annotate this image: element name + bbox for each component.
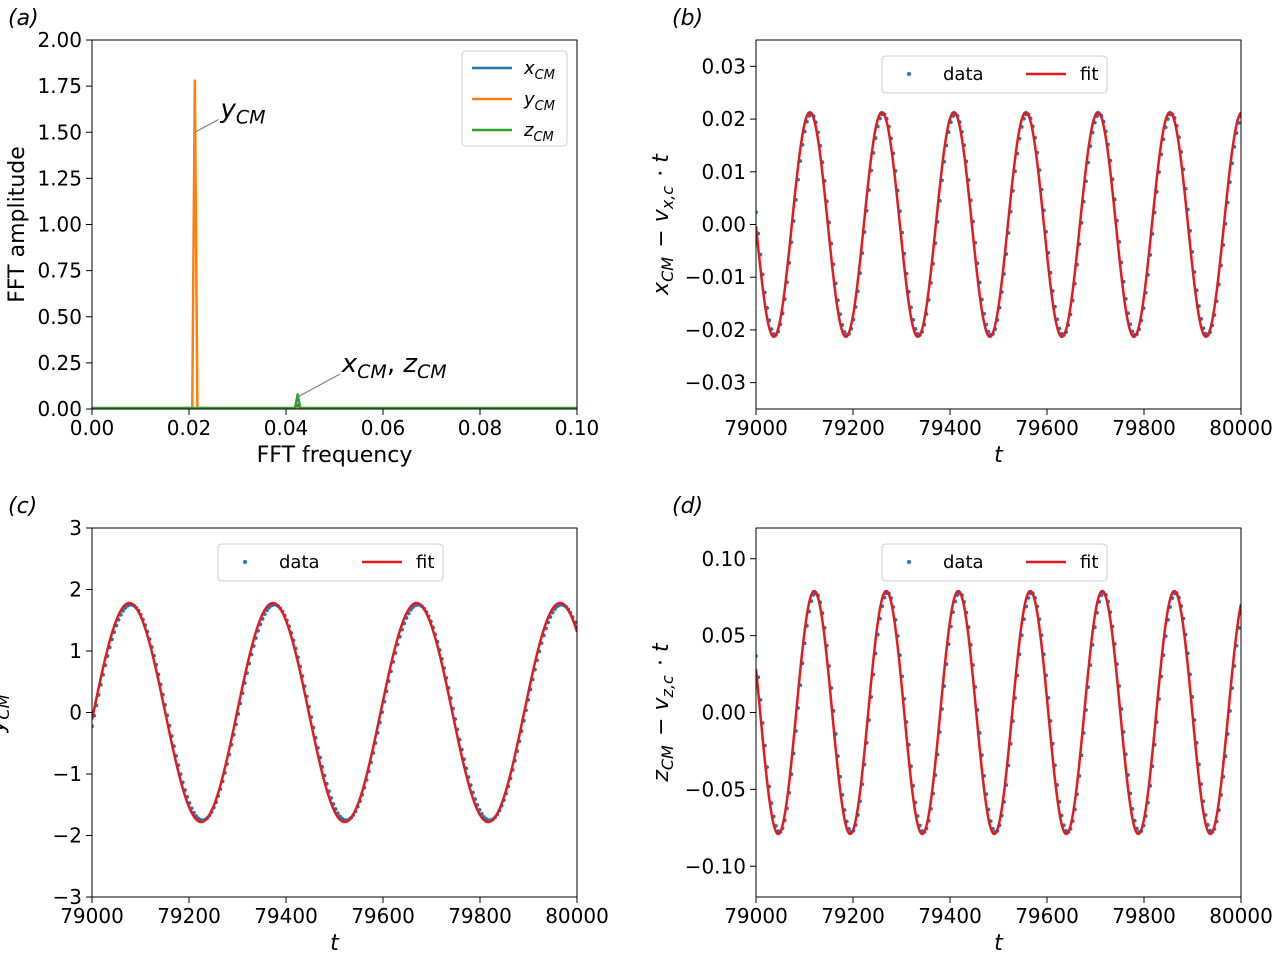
y-tick-label: 1.00 [37,213,82,237]
x-tick-label: 79600 [1015,416,1079,440]
y-axis-label: xCM − vx,c · t [649,153,677,296]
y-tick-label: 2.00 [37,28,82,52]
y-tick-label: 0.05 [701,624,746,648]
y-tick-label: 0.02 [701,107,746,131]
legend-label: xCM [523,58,557,83]
legend-box [461,50,568,147]
x-tick-label: 80000 [1209,416,1273,440]
legend-swatch-data [907,560,911,564]
y-tick-label: −0.02 [685,318,746,342]
panel-label: (a) [8,6,39,31]
legend-label-data: data [943,552,984,573]
legend-label-data: data [943,64,984,85]
x-tick-label: 0.04 [264,416,309,440]
panel-d: 79000 79200 79400 79600 79800 80000 −0.10 −0.05… [649,494,1273,956]
y-tick-label: −3 [53,885,82,909]
y-tick-label: 1 [69,639,82,663]
y-axis-label: yCM [0,692,13,733]
y-tick-label: 0.00 [701,701,746,725]
y-tick-label: −2 [53,824,82,848]
legend-swatch-data [907,72,911,76]
x-tick-label: 79000 [60,904,124,928]
y-tick-label: 0 [69,701,82,725]
y-tick-label: 2 [69,578,82,602]
x-tick-label: 79000 [724,416,788,440]
x-tick-label: 79800 [448,904,512,928]
y-tick-label: 1.75 [37,74,82,98]
y-tick-label: 0.10 [701,547,746,571]
x-tick-label: 0.08 [458,416,503,440]
y-tick-label: −0.10 [685,854,746,878]
y-tick-label: −0.01 [685,265,746,289]
legend-label-fit: fit [1080,552,1098,573]
x-axis-label: t [994,931,1004,956]
x-tick-label: 79000 [724,904,788,928]
annotation-arrow [194,118,219,133]
y-tick-label: 0.75 [37,259,82,283]
y-tick-label: 1.50 [37,120,82,144]
legend-box [881,55,1108,94]
axes-frame [755,527,1242,898]
x-tick-label: 0.00 [70,416,115,440]
y-tick-label: 0.03 [701,54,746,78]
annotation-arrow [297,373,341,398]
x-tick-label: 79400 [254,904,318,928]
x-tick-label: 80000 [1209,904,1273,928]
legend-label: zCM [523,120,556,145]
legend-swatch-data [243,560,247,564]
x-tick-label: 79800 [1112,416,1176,440]
panel-a: 0.00 0.02 0.04 0.06 0.08 0.10 0.00 0.25 0.50 0.75… [5,6,599,468]
plot-area-d [756,589,1241,836]
y-tick-label: −0.05 [685,777,746,801]
x-tick-label: 79200 [157,904,221,928]
x-axis-label: t [994,443,1004,468]
y-tick-label: −0.03 [685,371,746,395]
x-tick-label: 0.02 [167,416,212,440]
y-tick-label: −1 [53,762,82,786]
annotation-label: yCM [220,94,266,128]
y-tick-label: 1.25 [37,166,82,190]
x-axis-label: t [330,931,340,956]
plot-area-c [92,601,577,824]
legend-label-fit: fit [416,552,434,573]
y-tick-label: 0.00 [37,397,82,421]
y-tick-label: 0.50 [37,305,82,329]
y-axis-label: zCM − vz,c · t [649,642,677,783]
legend-label-fit: fit [1080,64,1098,85]
x-tick-label: 79600 [351,904,415,928]
x-tick-label: 79800 [1112,904,1176,928]
fit-line [756,589,1241,836]
legend-box [881,543,1108,582]
annotation-label: xCM, zCM [341,349,447,383]
y-tick-label: 0.00 [701,213,746,237]
plot-area-a [92,79,577,409]
y-tick-label: 0.01 [701,160,746,184]
panel-label: (d) [672,494,703,519]
panel-c: 79000 79200 79400 79600 79800 80000 −3 −2 −1 0 1 2 3… [0,494,609,956]
panel-label: (b) [672,6,703,31]
legend-label: yCM [523,89,557,114]
legend-box [217,543,444,582]
series-line-z-cm [92,393,577,409]
x-tick-label: 79600 [1015,904,1079,928]
fit-line [92,601,577,824]
x-tick-label: 79200 [821,904,885,928]
panel-label: (c) [8,494,37,519]
plot-area-b [756,110,1241,339]
y-tick-label: 0.25 [37,351,82,375]
panel-b: 79000 79200 79400 79600 79800 80000 −0.03 −0.02… [649,6,1273,468]
x-tick-label: 0.10 [555,416,600,440]
data-points [756,590,1241,834]
x-tick-label: 79400 [918,904,982,928]
y-tick-label: 3 [69,516,82,540]
x-tick-label: 0.06 [361,416,406,440]
x-axis-label: FFT frequency [257,443,413,468]
y-axis-label: FFT amplitude [5,146,30,303]
x-tick-label: 79200 [821,416,885,440]
x-tick-label: 80000 [545,904,609,928]
x-tick-label: 79400 [918,416,982,440]
fit-line [756,110,1241,339]
legend-label-data: data [279,552,320,573]
